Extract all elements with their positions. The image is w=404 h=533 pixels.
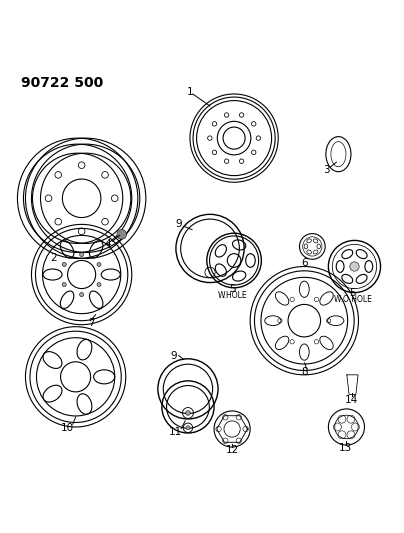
- Text: 11: 11: [169, 427, 183, 437]
- Circle shape: [62, 262, 66, 266]
- Circle shape: [185, 410, 190, 415]
- Text: 12: 12: [225, 445, 239, 455]
- Text: 5: 5: [349, 288, 356, 297]
- Text: 3: 3: [323, 165, 330, 175]
- Text: 6: 6: [301, 259, 307, 268]
- Text: 7: 7: [88, 319, 95, 328]
- Circle shape: [80, 253, 84, 256]
- Text: 2: 2: [50, 254, 57, 263]
- Circle shape: [80, 293, 84, 296]
- Circle shape: [117, 230, 126, 239]
- Text: 9: 9: [176, 220, 183, 229]
- Text: W.HOLE: W.HOLE: [217, 291, 247, 300]
- Circle shape: [186, 426, 190, 430]
- Text: 14: 14: [345, 395, 358, 405]
- Text: 5: 5: [229, 284, 236, 294]
- Text: 4: 4: [104, 239, 111, 249]
- Text: 1: 1: [187, 87, 193, 97]
- Circle shape: [97, 262, 101, 266]
- Text: 13: 13: [339, 443, 352, 453]
- Text: 90722 500: 90722 500: [21, 76, 104, 90]
- Text: 10: 10: [61, 423, 74, 433]
- Circle shape: [97, 282, 101, 287]
- Circle shape: [62, 282, 66, 287]
- Text: 8: 8: [301, 367, 307, 377]
- Text: 9: 9: [170, 351, 177, 360]
- Circle shape: [350, 262, 359, 271]
- Text: W.O HOLE: W.O HOLE: [334, 295, 371, 304]
